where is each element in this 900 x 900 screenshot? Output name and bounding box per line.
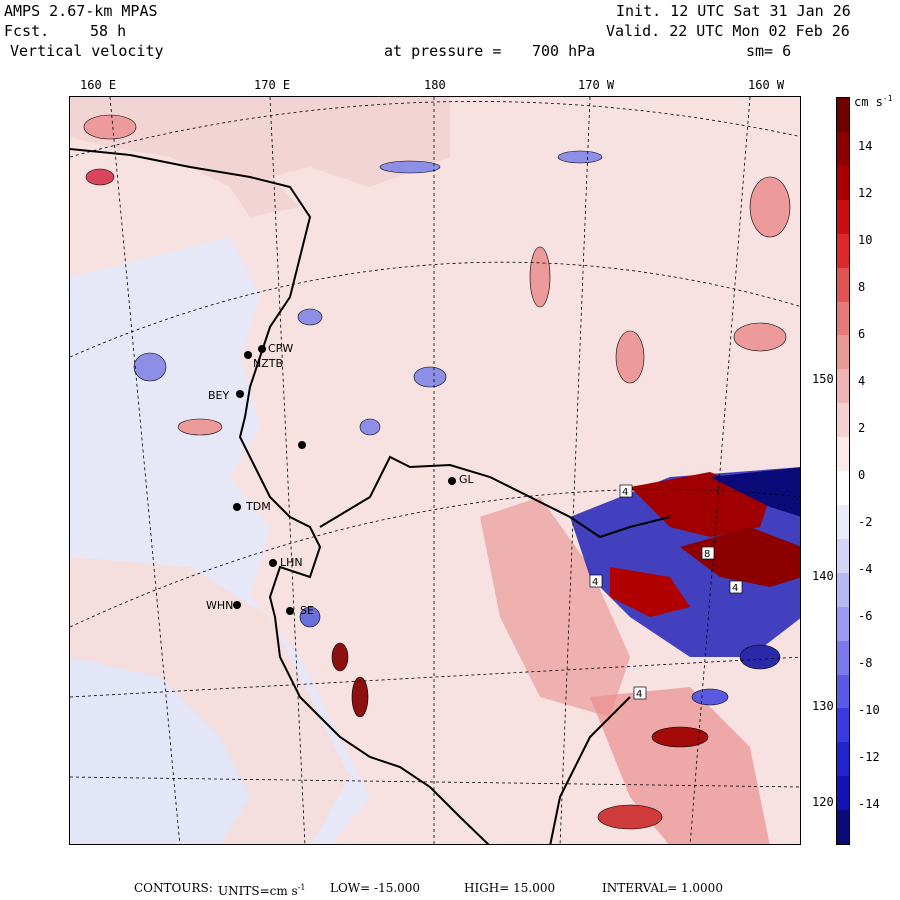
- colorbar-segment: [837, 708, 849, 743]
- map-panel: 4 4 8 4 4 CPW NZTB BEY TDM LHN WHN SE GL: [69, 96, 801, 845]
- colorbar-segment: [837, 640, 849, 675]
- smoothing-label: sm= 6: [746, 42, 792, 60]
- colorbar-segment: [837, 369, 849, 404]
- lon-label-160w: 160 W: [748, 78, 785, 92]
- station-se: SE: [300, 604, 314, 617]
- colorbar-segment: [837, 131, 849, 166]
- vertical-velocity-field: 4 4 8 4 4: [70, 97, 800, 844]
- colorbar-segment: [837, 165, 849, 200]
- lon-label-180: 180: [424, 78, 446, 92]
- station-gl: GL: [459, 473, 474, 486]
- field-blue-southwest: [70, 657, 250, 844]
- colorbar-segment: [837, 810, 849, 844]
- station-cpw: CPW: [268, 342, 294, 355]
- colorbar-segment: [837, 674, 849, 709]
- colorbar-tick-label: -6: [858, 609, 873, 623]
- colorbar-tick-label: 6: [858, 327, 866, 341]
- field-pink-streak: [480, 497, 630, 717]
- footer-contours: CONTOURS:: [134, 881, 213, 895]
- init-time: Init. 12 UTC Sat 31 Jan 26: [616, 2, 851, 20]
- colorbar-tick-label: 4: [858, 374, 866, 388]
- lon-label-170e: 170 E: [254, 78, 291, 92]
- colorbar-tick-label: -2: [858, 515, 873, 529]
- colorbar-tick-label: 2: [858, 421, 866, 435]
- colorbar-tick-label: 14: [858, 139, 873, 153]
- colorbar-tick-label: 10: [858, 233, 873, 247]
- colorbar-segment: [837, 301, 849, 336]
- contour-label-1: 4: [622, 487, 628, 498]
- pressure-value: 700 hPa: [532, 42, 596, 60]
- station-tdm: TDM: [246, 500, 271, 513]
- model-title: AMPS 2.67-km MPAS: [4, 2, 158, 20]
- colorbar-segment: [837, 98, 849, 132]
- footer-high: HIGH= 15.000: [464, 881, 556, 895]
- colorbar-tick-label: -4: [858, 562, 873, 576]
- footer-interval: INTERVAL= 1.0000: [602, 881, 723, 895]
- contour-label-boxes: 4 4 8 4 4: [589, 484, 743, 700]
- colorbar-segment: [837, 471, 849, 505]
- contour-label-5: 4: [732, 583, 738, 594]
- station-nztb: NZTB: [253, 357, 284, 370]
- field-red-strong-2: [680, 527, 800, 587]
- forecast-prefix: Fcst.: [4, 22, 50, 40]
- contour-label-3: 8: [704, 549, 710, 560]
- footer-units: UNITS=cm s-1: [218, 882, 306, 897]
- colorbar-units: cm s-1: [854, 93, 893, 108]
- lon-label-170w: 170 W: [578, 78, 615, 92]
- colorbar-segment: [837, 504, 849, 539]
- forecast-hours: 58 h: [90, 22, 127, 40]
- contour-label-2: 4: [592, 577, 598, 588]
- colorbar-tick-label: -10: [858, 703, 880, 717]
- lon-label-160e: 160 E: [80, 78, 117, 92]
- colorbar-segment: [837, 437, 849, 472]
- colorbar-tick-label: 0: [858, 468, 866, 482]
- footer-low: LOW= -15.000: [330, 881, 421, 895]
- footer-units-text: UNITS=cm s: [218, 884, 298, 898]
- graticule: [70, 97, 800, 844]
- colorbar-segment: [837, 776, 849, 811]
- station-markers: [233, 345, 456, 615]
- colorbar-segment: [837, 335, 849, 370]
- station-bey: BEY: [208, 389, 230, 402]
- coastline: [70, 148, 671, 844]
- field-pink-southeast: [590, 687, 770, 844]
- field-red-strong-3: [610, 567, 690, 617]
- field-pink-top: [70, 97, 450, 217]
- contour-label-4: 4: [636, 689, 642, 700]
- colorbar-segment: [837, 606, 849, 641]
- colorbar-segment: [837, 199, 849, 234]
- colorbar-segment: [837, 267, 849, 302]
- colorbar-tick-label: 8: [858, 280, 866, 294]
- colorbar-segment: [837, 572, 849, 607]
- colorbar-units-exponent: -1: [882, 94, 893, 103]
- colorbar-segment: [837, 233, 849, 268]
- variable-name: Vertical velocity: [10, 42, 164, 60]
- valid-time: Valid. 22 UTC Mon 02 Feb 26: [606, 22, 850, 40]
- colorbar-segment: [837, 403, 849, 438]
- station-lhn: LHN: [280, 556, 303, 569]
- colorbar: [836, 97, 850, 845]
- field-blue-dark: [710, 467, 800, 517]
- colorbar-segment: [837, 538, 849, 573]
- colorbar-units-text: cm s: [854, 95, 883, 109]
- colorbar-tick-label: -12: [858, 750, 880, 764]
- colorbar-tick-label: 12: [858, 186, 873, 200]
- station-whn: WHN: [206, 599, 234, 612]
- colorbar-segment: [837, 742, 849, 777]
- pressure-label: at pressure =: [384, 42, 502, 60]
- small-contour-blobs: [83, 114, 791, 830]
- footer-units-exponent: -1: [297, 883, 306, 892]
- colorbar-tick-label: -14: [858, 797, 880, 811]
- colorbar-tick-label: -8: [858, 656, 873, 670]
